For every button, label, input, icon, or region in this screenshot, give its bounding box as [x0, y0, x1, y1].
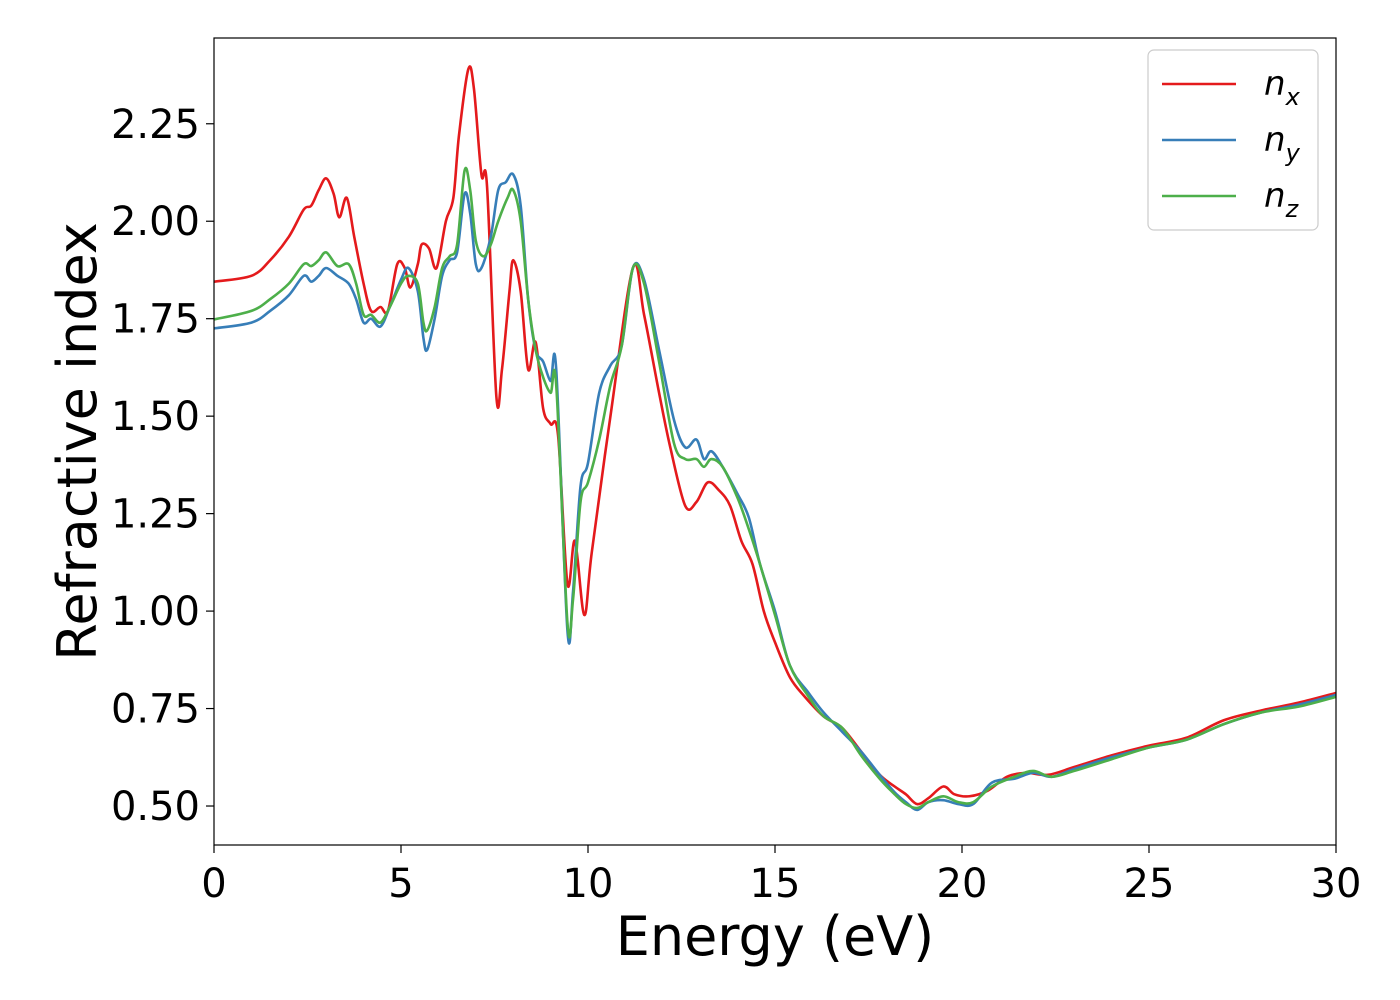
x-tick-label: 10: [563, 861, 614, 907]
y-tick-label: 2.25: [111, 102, 200, 148]
x-axis-title: Energy (eV): [616, 905, 935, 968]
y-axis-ticks: 0.50 0.75 1.00 1.25 1.50 1.75 2.00 2.25: [111, 102, 214, 830]
y-tick-label: 1.00: [111, 589, 200, 635]
series-line-nz: [214, 166, 1336, 810]
x-tick-label: 25: [1124, 861, 1175, 907]
x-tick-label: 30: [1311, 861, 1362, 907]
legend: nx ny nz: [1147, 49, 1319, 231]
legend-label-ny: ny: [1264, 120, 1301, 167]
y-tick-label: 2.00: [111, 199, 200, 245]
y-axis-title: Refractive index: [46, 222, 109, 661]
legend-label-nx: nx: [1264, 64, 1301, 111]
x-tick-label: 15: [750, 861, 801, 907]
series-line-ny: [214, 172, 1336, 812]
legend-label-nz: nz: [1264, 176, 1300, 223]
y-tick-label: 0.75: [111, 687, 200, 733]
y-tick-label: 0.50: [111, 784, 200, 830]
y-tick-label: 1.50: [111, 394, 200, 440]
series-line-nx: [214, 65, 1336, 806]
x-tick-label: 5: [388, 861, 413, 907]
x-axis-ticks: 0 5 10 15 20 25 30: [201, 845, 1361, 907]
series-layer: [214, 65, 1336, 812]
x-tick-label: 20: [937, 861, 988, 907]
y-tick-label: 1.75: [111, 297, 200, 343]
y-tick-label: 1.25: [111, 492, 200, 538]
x-tick-label: 0: [201, 861, 226, 907]
